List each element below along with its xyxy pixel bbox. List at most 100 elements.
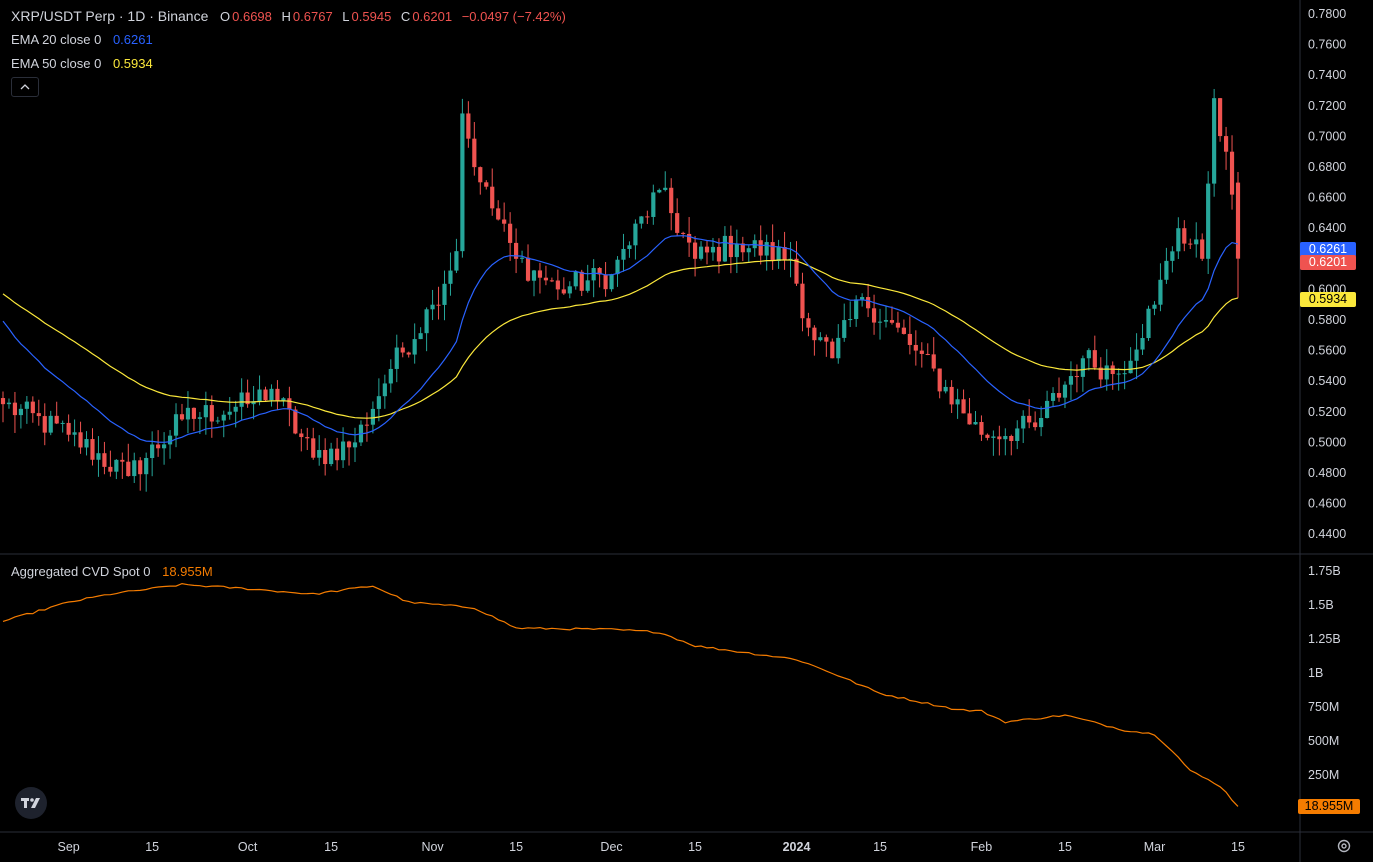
candle-body bbox=[490, 186, 495, 209]
candle-body bbox=[126, 461, 131, 477]
candle-body bbox=[66, 422, 71, 435]
candle-body bbox=[1068, 376, 1074, 385]
candle-body bbox=[871, 308, 877, 323]
candle-body bbox=[979, 422, 984, 435]
candle-body bbox=[991, 436, 996, 438]
settings-gear-icon[interactable] bbox=[1336, 838, 1352, 854]
candle-body bbox=[454, 251, 459, 271]
price-tick-label: 0.6400 bbox=[1308, 221, 1346, 235]
candle-body bbox=[412, 339, 417, 355]
candle-body bbox=[96, 453, 101, 460]
time-tick-label: 15 bbox=[509, 840, 523, 854]
candle-body bbox=[639, 216, 644, 224]
candle-body bbox=[514, 242, 519, 259]
candle-body bbox=[627, 245, 632, 249]
close-value: 0.6201 bbox=[412, 9, 453, 24]
candle-body bbox=[597, 268, 602, 275]
collapse-legend-button[interactable] bbox=[11, 77, 39, 97]
ema20-value: 0.6261 bbox=[112, 32, 153, 47]
price-tick-label: 0.5600 bbox=[1308, 344, 1346, 358]
candle-body bbox=[0, 398, 6, 405]
candle-body bbox=[340, 441, 346, 461]
candle-body bbox=[508, 223, 513, 243]
candle-body bbox=[1140, 338, 1145, 350]
candle-body bbox=[854, 299, 859, 320]
candle-body bbox=[352, 442, 358, 448]
candle-body bbox=[919, 350, 924, 354]
time-tick-label: Dec bbox=[600, 840, 622, 854]
cvd-value-badge: 18.955M bbox=[1298, 798, 1360, 814]
candle-body bbox=[1009, 435, 1014, 441]
candle-body bbox=[209, 405, 214, 422]
candle-body bbox=[573, 271, 578, 287]
ema-50-line bbox=[2, 259, 1239, 419]
price-tick-label: 0.7800 bbox=[1308, 7, 1346, 21]
candle-body bbox=[466, 113, 471, 139]
time-tick-label: Mar bbox=[1144, 840, 1166, 854]
candle-body bbox=[633, 223, 638, 246]
candle-body bbox=[549, 280, 554, 282]
cvd-tick-label: 500M bbox=[1308, 734, 1339, 748]
low-value: 0.5945 bbox=[351, 9, 392, 24]
candle-body bbox=[866, 297, 871, 309]
price-tick-label: 0.6800 bbox=[1308, 160, 1346, 174]
candle-body bbox=[1033, 422, 1038, 428]
candle-body bbox=[406, 352, 411, 355]
candle-body bbox=[1229, 151, 1235, 195]
candle-body bbox=[806, 318, 811, 328]
candle-body bbox=[394, 347, 399, 369]
high-value: 0.6767 bbox=[292, 9, 333, 24]
candle-body bbox=[1027, 415, 1032, 423]
candle-body bbox=[1200, 239, 1205, 259]
candle-body bbox=[221, 414, 226, 421]
candle-body bbox=[167, 435, 173, 445]
price-tick-label: 0.5800 bbox=[1308, 313, 1346, 327]
candle-body bbox=[519, 257, 525, 259]
candle-body bbox=[72, 432, 77, 435]
candle-body bbox=[1062, 384, 1068, 398]
candle-body bbox=[687, 233, 692, 243]
candle-body bbox=[698, 246, 704, 259]
candle-body bbox=[120, 459, 125, 462]
candle-body bbox=[54, 415, 59, 424]
candle-body bbox=[985, 434, 990, 438]
candle-body bbox=[90, 439, 95, 460]
candle-body bbox=[102, 453, 107, 467]
price-tick-label: 0.5400 bbox=[1308, 374, 1346, 388]
candle-body bbox=[860, 297, 865, 300]
candle-body bbox=[1212, 98, 1217, 184]
candle-body bbox=[794, 258, 799, 284]
ema50-value: 0.5934 bbox=[112, 56, 153, 71]
candle-body bbox=[740, 243, 745, 253]
ema20-price-badge: 0.6261 bbox=[1300, 241, 1356, 257]
ema20-legend[interactable]: EMA 20 close 0 0.6261 bbox=[11, 32, 155, 47]
price-tick-label: 0.7400 bbox=[1308, 68, 1346, 82]
candle-body bbox=[770, 242, 775, 262]
symbol-legend: XRP/USDT Perp · 1D · Binance O 0.6698 H 0.… bbox=[11, 8, 568, 24]
time-tick-label: 15 bbox=[324, 840, 338, 854]
ema50-legend[interactable]: EMA 50 close 0 0.5934 bbox=[11, 56, 155, 71]
candle-body bbox=[1116, 373, 1121, 375]
candle-body bbox=[448, 270, 453, 284]
cvd-legend[interactable]: Aggregated CVD Spot 0 18.955M bbox=[11, 564, 215, 579]
time-tick-label: 15 bbox=[688, 840, 702, 854]
candle-body bbox=[430, 304, 435, 310]
tradingview-logo[interactable] bbox=[15, 787, 47, 819]
candle-body bbox=[657, 189, 662, 193]
symbol-title[interactable]: XRP/USDT Perp · 1D · Binance bbox=[11, 8, 209, 24]
time-tick-label: 2024 bbox=[783, 840, 811, 854]
candle-body bbox=[585, 280, 590, 291]
candle-body bbox=[669, 187, 674, 214]
candle-body bbox=[1039, 417, 1044, 428]
candle-body bbox=[1098, 367, 1103, 380]
candle-body bbox=[156, 444, 161, 449]
candle-body bbox=[973, 422, 978, 425]
candle-body bbox=[764, 242, 769, 256]
candle-body bbox=[877, 321, 883, 323]
candle-body bbox=[299, 433, 304, 438]
candle-body bbox=[323, 450, 328, 465]
candle-body bbox=[203, 405, 208, 418]
candle-body bbox=[675, 213, 680, 233]
cvd-tick-label: 250M bbox=[1308, 768, 1339, 782]
